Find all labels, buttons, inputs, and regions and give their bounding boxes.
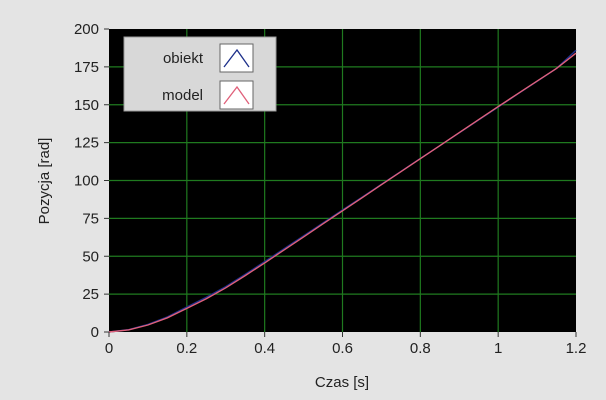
y-tick-label: 50 [82, 248, 99, 265]
legend-swatch-model [219, 80, 254, 110]
y-tick-label: 25 [82, 286, 99, 303]
x-tick-label: 0 [105, 340, 113, 357]
x-tick-label: 1.2 [566, 340, 587, 357]
legend-line-model [223, 85, 250, 105]
legend-label-model: model [162, 87, 203, 104]
y-tick-label: 175 [74, 59, 99, 76]
legend-line-obiekt [223, 48, 250, 68]
x-tick-label: 0.4 [254, 340, 275, 357]
legend-label-obiekt: obiekt [163, 50, 204, 67]
legend: obiekt model [123, 36, 277, 112]
y-tick-label: 75 [82, 210, 99, 227]
x-tick-label: 1 [494, 340, 502, 357]
y-tick-label: 125 [74, 135, 99, 152]
grid [109, 29, 576, 332]
x-ticks: 0 0.2 0.4 0.6 0.8 1 1.2 [105, 332, 587, 357]
x-axis-label: Czas [s] [315, 374, 369, 391]
x-tick-label: 0.8 [410, 340, 431, 357]
y-tick-label: 100 [74, 173, 99, 190]
y-axis-label: Pozycja [rad] [36, 138, 53, 225]
series-layer [108, 49, 577, 333]
x-tick-label: 0.6 [332, 340, 353, 357]
y-tick-label: 150 [74, 97, 99, 114]
y-tick-label: 200 [74, 21, 99, 38]
x-tick-label: 0.2 [176, 340, 197, 357]
series-line-model [108, 52, 577, 333]
legend-swatch-obiekt [219, 43, 254, 73]
y-ticks: 0 25 50 75 100 125 150 175 200 [74, 21, 109, 341]
y-tick-label: 0 [91, 324, 99, 341]
